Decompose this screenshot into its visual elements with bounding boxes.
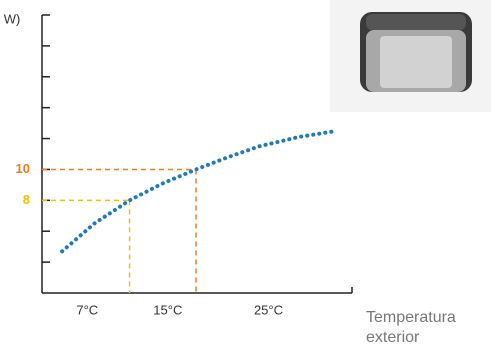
x-tick-label: 25°C	[254, 302, 283, 317]
product-image	[330, 0, 491, 112]
x-axis-label: exterior	[366, 329, 420, 346]
y-tick-label: 8	[23, 192, 30, 207]
y-axis-label: W)	[4, 11, 21, 26]
data-line	[60, 128, 339, 254]
y-tick-label: 10	[16, 161, 30, 176]
x-tick-label: 15°C	[153, 302, 182, 317]
x-tick-label: 7°C	[76, 302, 98, 317]
x-axis-label: Temperatura	[366, 309, 456, 326]
